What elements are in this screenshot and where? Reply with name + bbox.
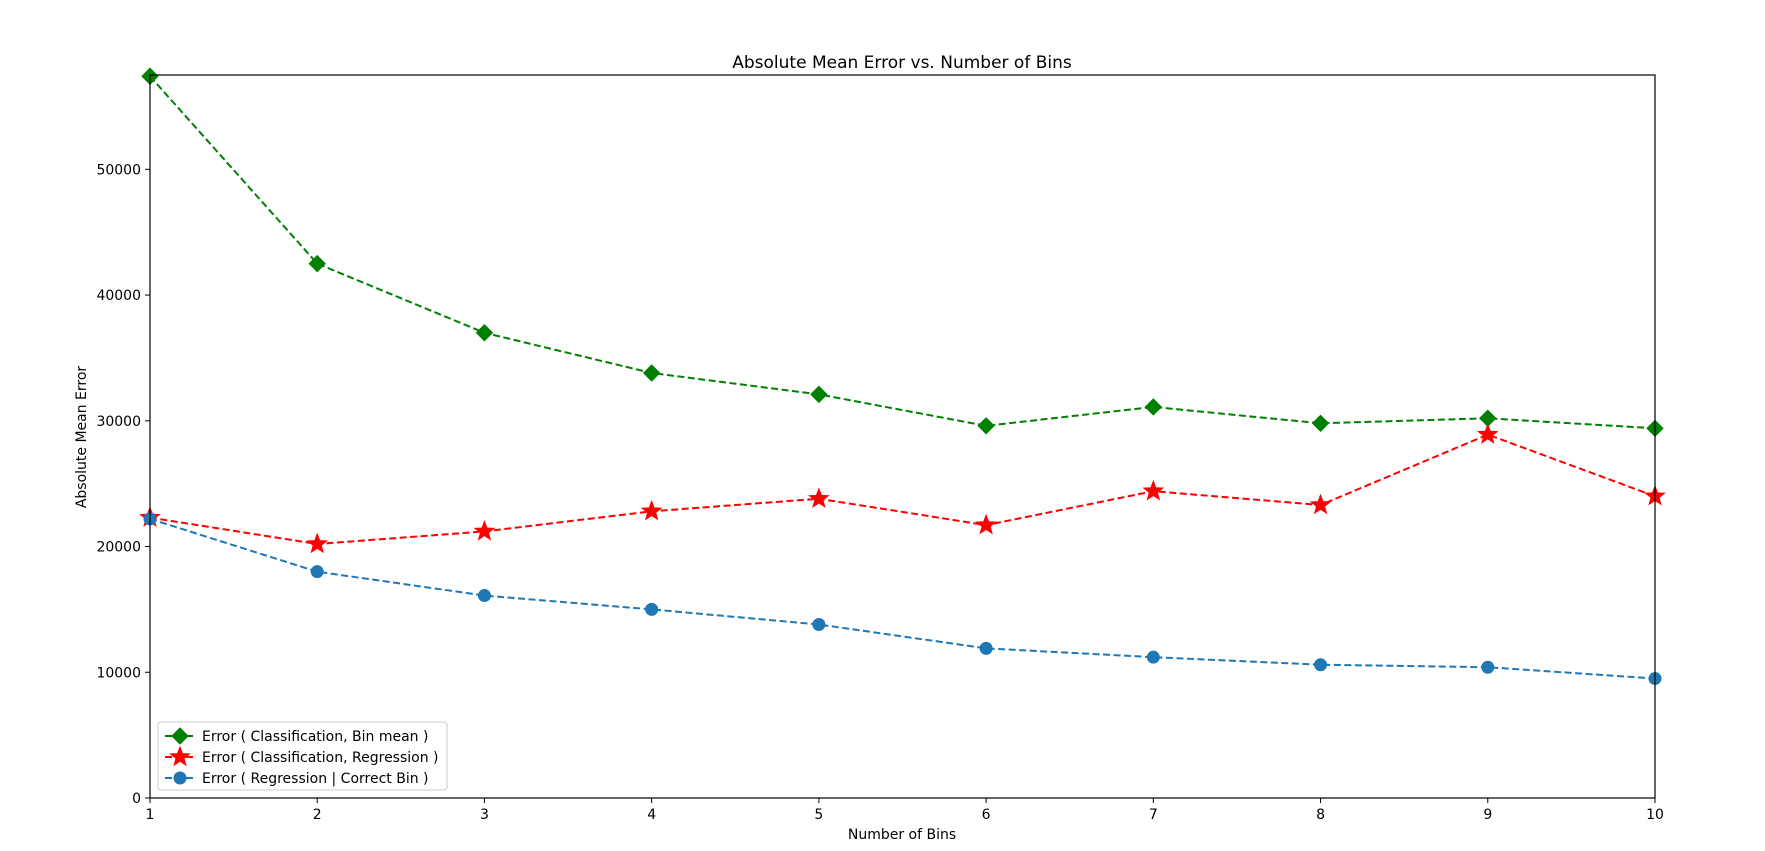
legend-marker (171, 727, 189, 745)
plot-frame (149, 74, 1656, 799)
y-axis-label: Absolute Mean Error (74, 366, 90, 509)
x-tick-label: 3 (480, 807, 489, 823)
data-point (1146, 650, 1160, 664)
series-line (149, 433, 1656, 546)
x-tick-label: 6 (982, 807, 991, 823)
legend-marker (169, 745, 191, 767)
data-point (812, 617, 826, 631)
data-point (1481, 660, 1495, 674)
legend-item: Error ( Classification, Bin mean ) (165, 727, 428, 745)
x-tick-label: 8 (1316, 807, 1325, 823)
y-axis: 0 10000 20000 30000 40000 50000 (96, 162, 150, 807)
data-point (477, 589, 491, 603)
data-point (642, 364, 661, 382)
data-point (1311, 414, 1330, 433)
y-tick-label: 50000 (96, 162, 141, 178)
y-tick-label: 10000 (96, 665, 141, 681)
chart-title: Absolute Mean Error vs. Number of Bins (732, 53, 1072, 73)
legend-label: Error ( Classification, Bin mean ) (202, 729, 428, 745)
x-tick-label: 10 (1646, 807, 1664, 823)
data-point (475, 324, 494, 342)
y-tick-label: 40000 (96, 288, 141, 304)
data-point (1309, 493, 1332, 515)
data-point (975, 513, 997, 535)
series-2 (139, 423, 1666, 554)
legend-label: Error ( Classification, Regression ) (202, 750, 439, 766)
data-point (640, 499, 663, 521)
data-point (977, 417, 995, 435)
series-line (149, 75, 1656, 430)
y-tick-label: 0 (132, 791, 141, 807)
x-tick-label: 5 (814, 807, 823, 823)
x-tick-label: 9 (1483, 807, 1492, 823)
data-point (473, 519, 496, 541)
series-3 (143, 512, 1662, 686)
series-1 (141, 67, 1664, 438)
data-point (808, 487, 830, 508)
legend-box (157, 721, 448, 791)
legend: Error ( Classification, Bin mean ) Error … (157, 721, 448, 791)
data-point (1144, 398, 1163, 416)
data-point (308, 254, 326, 273)
series-layer (139, 67, 1666, 686)
y-tick-label: 20000 (96, 540, 141, 556)
data-point (1142, 479, 1165, 501)
x-tick-label: 4 (647, 807, 656, 823)
series-line (149, 517, 1656, 680)
legend-item: Error ( Regression | Correct Bin ) (165, 771, 429, 787)
data-point (310, 565, 324, 579)
data-point (1314, 658, 1328, 672)
data-point (1476, 423, 1499, 444)
legend-marker (173, 771, 187, 785)
x-tick-label: 2 (313, 807, 322, 823)
data-point (306, 532, 329, 554)
x-axis-label: Number of Bins (848, 827, 956, 843)
data-point (979, 641, 993, 655)
legend-label: Error ( Regression | Correct Bin ) (202, 771, 429, 787)
x-axis: 1 2 3 4 5 6 7 8 9 10 (146, 798, 1664, 823)
x-tick-label: 7 (1149, 807, 1158, 823)
data-point (810, 385, 828, 404)
y-tick-label: 30000 (96, 414, 141, 430)
x-tick-label: 1 (146, 807, 155, 823)
legend-item: Error ( Classification, Regression ) (165, 745, 439, 767)
data-point (645, 602, 659, 616)
